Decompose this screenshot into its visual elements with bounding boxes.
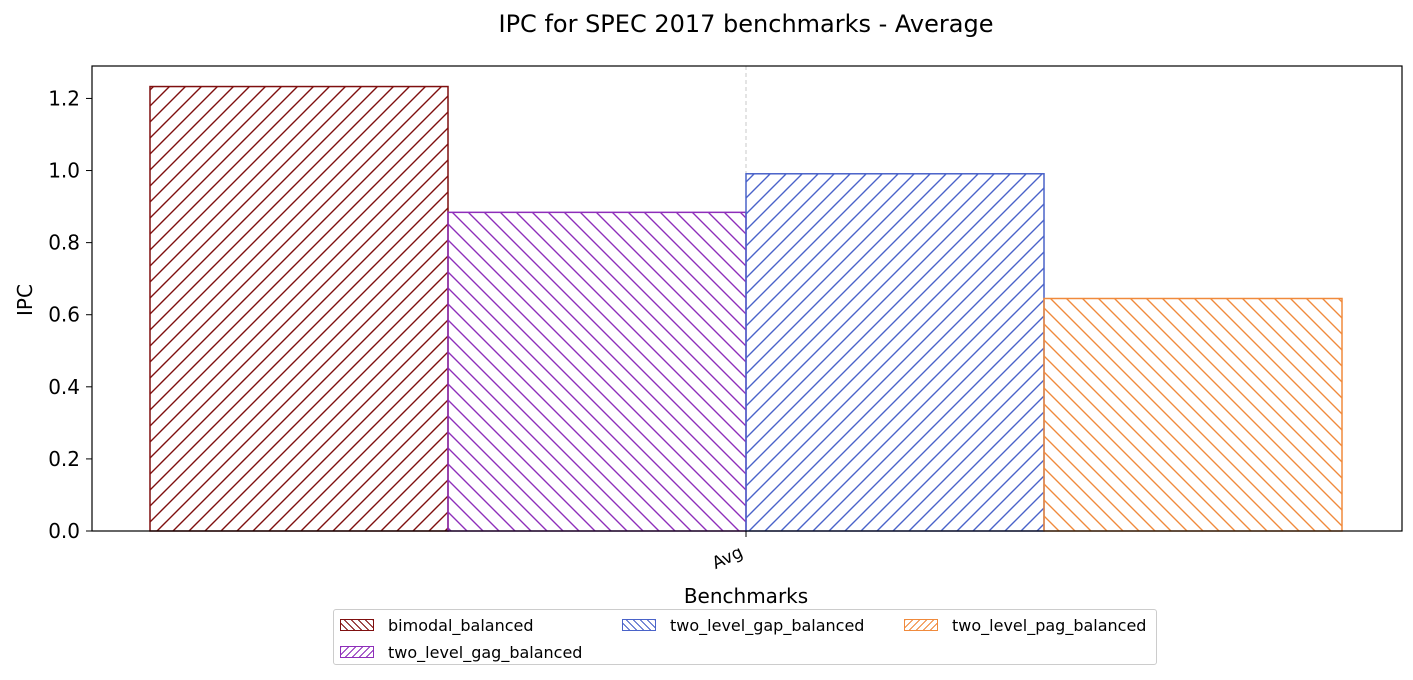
bar-two-level-gag-balanced <box>447 211 747 532</box>
y-tick-label: 0.2 <box>48 447 80 471</box>
bar-bimodal-balanced <box>149 85 449 532</box>
legend-label: bimodal_balanced <box>388 615 534 635</box>
bar-two-level-pag-balanced <box>1043 297 1343 532</box>
legend-item-two-level-gap-balanced: two_level_gap_balanced <box>622 615 864 635</box>
plot-frame <box>91 65 1403 532</box>
legend-swatch <box>904 619 938 631</box>
y-axis-label: IPC <box>13 284 37 316</box>
x-axis-label: Benchmarks <box>684 584 808 608</box>
x-tick-label: Avg <box>709 542 746 573</box>
legend-label: two_level_gap_balanced <box>670 615 865 635</box>
legend-swatch <box>622 619 656 631</box>
legend-label: two_level_gag_balanced <box>388 642 583 662</box>
y-tick-label: 0.8 <box>48 231 80 255</box>
bar-two-level-gap-balanced <box>745 173 1045 532</box>
chart-title: IPC for SPEC 2017 benchmarks - Average <box>499 10 994 38</box>
y-tick-label: 1.0 <box>48 159 80 183</box>
legend-item-two-level-gag-balanced: two_level_gag_balanced <box>340 642 582 662</box>
y-tick-label: 0.6 <box>48 303 80 327</box>
y-tick-label: 0.0 <box>48 519 80 543</box>
legend-label: two_level_pag_balanced <box>952 615 1147 635</box>
legend-item-two-level-pag-balanced: two_level_pag_balanced <box>904 615 1146 635</box>
legend-item-bimodal-balanced: bimodal_balanced <box>340 615 534 635</box>
y-tick-label: 0.4 <box>48 375 80 399</box>
legend: bimodal_balanced two_level_gag_balanced tw… <box>333 609 1157 665</box>
legend-swatch <box>340 619 374 631</box>
y-tick-label: 1.2 <box>48 86 80 110</box>
legend-swatch <box>340 646 374 658</box>
